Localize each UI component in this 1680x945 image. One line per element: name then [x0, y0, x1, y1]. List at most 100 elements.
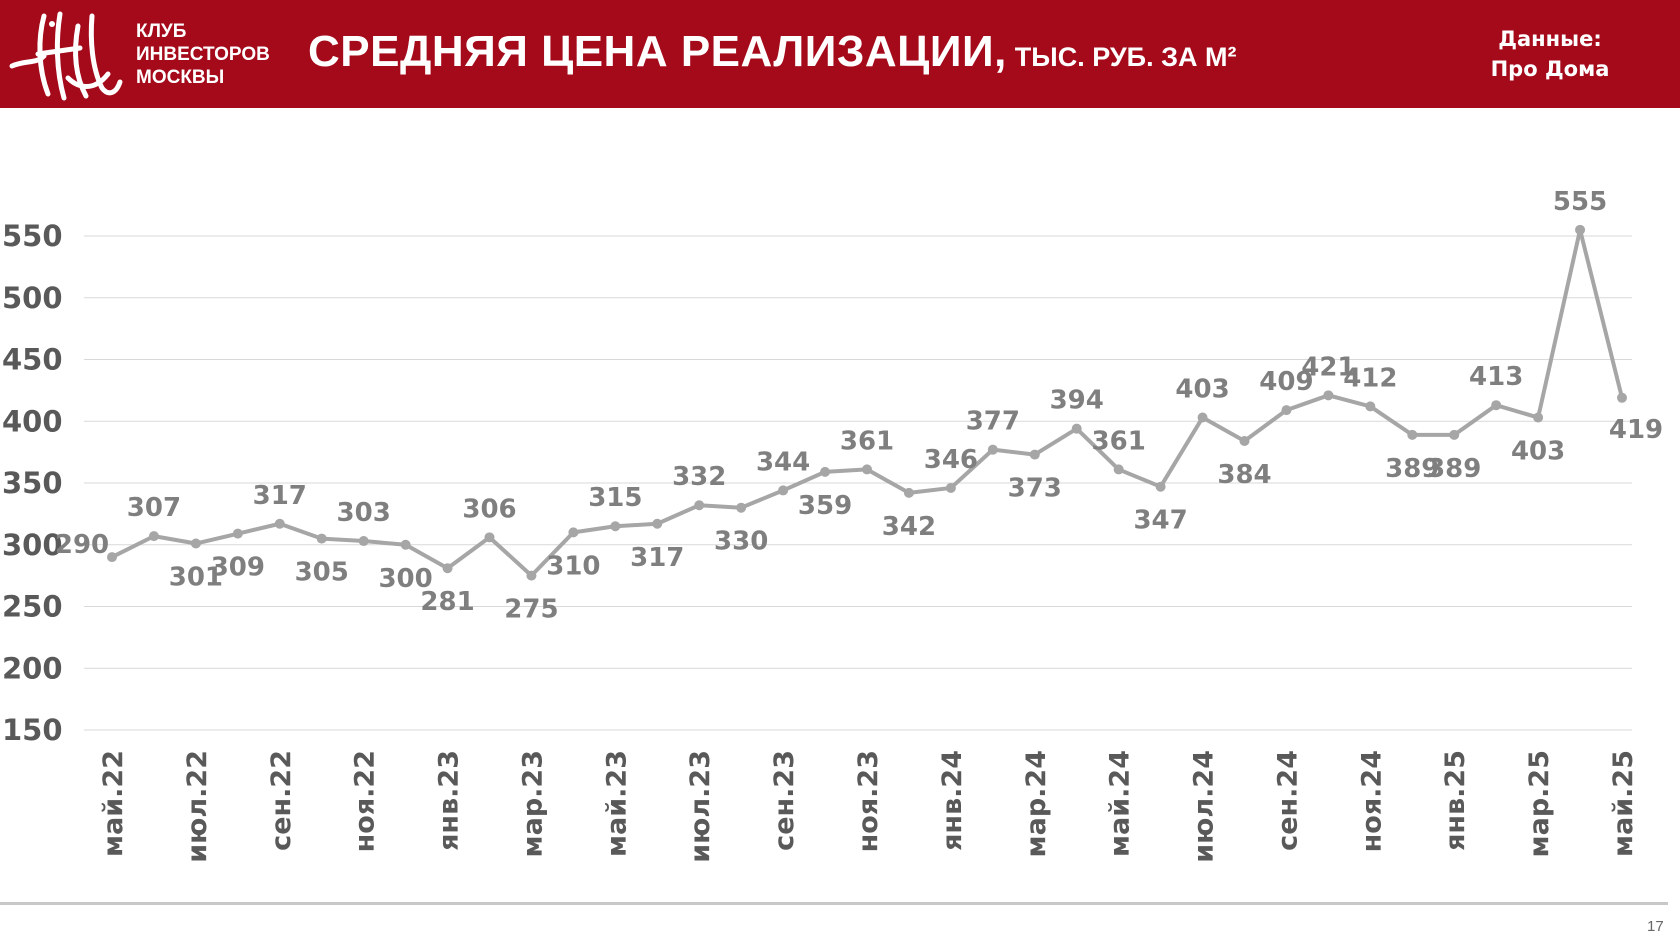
x-tick-label-24: май.24 — [1105, 750, 1136, 857]
data-point-30 — [1365, 401, 1376, 412]
data-point-1 — [148, 531, 159, 542]
source-label: Данные: — [1498, 27, 1602, 51]
y-tick-label-400: 400 — [2, 404, 63, 438]
data-label-2: 301 — [169, 563, 223, 593]
data-point-19 — [903, 487, 914, 498]
x-tick-label-22: мар.24 — [1021, 750, 1052, 857]
x-tick-label-26: июл.24 — [1189, 750, 1220, 863]
y-tick-label-550: 550 — [2, 219, 63, 253]
data-label-24: 361 — [1092, 426, 1146, 456]
x-tick-label-32: янв.25 — [1440, 750, 1471, 851]
data-point-5 — [316, 533, 327, 544]
data-label-31: 389 — [1385, 454, 1439, 484]
data-label-9: 306 — [462, 494, 516, 524]
data-label-21: 377 — [966, 407, 1020, 437]
data-label-14: 332 — [672, 462, 726, 492]
y-tick-label-150: 150 — [2, 713, 63, 747]
y-tick-label-250: 250 — [2, 590, 63, 624]
x-tick-label-2: июл.22 — [182, 750, 213, 863]
data-label-0: 290 — [55, 530, 109, 560]
data-point-12 — [610, 521, 621, 532]
data-label-3: 309 — [211, 553, 265, 583]
data-point-27 — [1239, 436, 1250, 447]
page-number: 17 — [1647, 918, 1664, 935]
club-line-2: ИНВЕСТОРОВ — [136, 44, 270, 65]
y-tick-label-200: 200 — [2, 651, 63, 685]
chart-subtitle: ТЫС. РУБ. ЗА М² — [1014, 42, 1237, 72]
data-point-4 — [274, 518, 285, 529]
x-tick-label-0: май.22 — [98, 750, 129, 857]
data-point-23 — [1071, 423, 1082, 434]
data-label-11: 310 — [546, 551, 600, 581]
y-tick-label-500: 500 — [2, 281, 63, 315]
data-label-30: 412 — [1343, 363, 1397, 393]
data-label-1: 307 — [127, 493, 181, 523]
data-label-22: 373 — [1008, 474, 1062, 504]
data-point-7 — [400, 539, 411, 550]
x-tick-label-12: май.23 — [601, 750, 632, 857]
x-tick-label-6: ноя.22 — [350, 750, 381, 852]
data-label-18: 361 — [840, 426, 894, 456]
data-label-7: 300 — [378, 564, 432, 594]
data-point-36 — [1617, 392, 1627, 403]
data-point-32 — [1449, 429, 1460, 440]
data-label-17: 359 — [798, 491, 852, 521]
data-point-35 — [1575, 224, 1586, 235]
data-point-8 — [442, 563, 453, 574]
data-point-15 — [736, 502, 747, 513]
data-label-4: 317 — [253, 481, 307, 511]
data-point-18 — [862, 464, 872, 475]
price-line-chart: 150 200 250 300 350 400 450 500 550 май.22 июл.22 с… — [2, 187, 1663, 863]
y-tick-label-450: 450 — [2, 343, 63, 377]
header-bar: КЛУБ ИНВЕСТОРОВ МОСКВЫ СРЕДНЯЯ ЦЕНА РЕАЛ… — [0, 0, 1680, 108]
data-label-36: 419 — [1609, 415, 1663, 445]
data-label-29: 421 — [1301, 352, 1355, 382]
x-tick-label-4: сен.22 — [266, 750, 297, 851]
data-point-14 — [694, 500, 705, 511]
data-point-9 — [484, 532, 495, 543]
data-label-8: 281 — [420, 587, 474, 617]
data-label-34: 403 — [1511, 437, 1565, 467]
x-tick-label-34: мар.25 — [1524, 750, 1555, 857]
page-title: СРЕДНЯЯ ЦЕНА РЕАЛИЗАЦИИ, ТЫС. РУБ. ЗА М² — [308, 27, 1236, 77]
data-point-10 — [526, 570, 537, 581]
data-label-10: 275 — [504, 595, 558, 625]
data-label-33: 413 — [1469, 362, 1523, 392]
x-tick-label-30: ноя.24 — [1356, 750, 1387, 852]
data-label-26: 403 — [1175, 375, 1229, 405]
data-label-20: 346 — [924, 445, 978, 475]
club-logo-icon — [9, 11, 123, 101]
chart-title: СРЕДНЯЯ ЦЕНА РЕАЛИЗАЦИИ, — [308, 27, 1007, 76]
data-point-24 — [1113, 464, 1124, 475]
data-point-22 — [1029, 449, 1040, 460]
x-tick-label-10: мар.23 — [517, 750, 548, 857]
data-point-29 — [1323, 390, 1334, 401]
data-label-16: 344 — [756, 447, 810, 477]
data-label-13: 317 — [630, 543, 684, 573]
data-label-15: 330 — [714, 527, 768, 557]
data-point-2 — [190, 538, 201, 549]
data-label-32: 389 — [1427, 454, 1481, 484]
source-name: Про Дома — [1490, 57, 1610, 81]
data-label-6: 303 — [337, 498, 391, 528]
x-tick-label-36: май.25 — [1608, 750, 1639, 857]
x-tick-label-14: июл.23 — [685, 750, 716, 863]
data-label-19: 342 — [882, 512, 936, 542]
x-tick-label-16: сен.23 — [769, 750, 800, 851]
data-point-16 — [778, 485, 789, 496]
data-point-6 — [358, 536, 369, 547]
x-tick-label-8: янв.23 — [434, 750, 465, 851]
data-point-33 — [1491, 400, 1502, 411]
data-label-35: 555 — [1553, 187, 1607, 217]
data-point-34 — [1533, 412, 1544, 423]
club-line-1: КЛУБ — [136, 21, 187, 42]
data-point-21 — [987, 444, 998, 455]
club-name: КЛУБ ИНВЕСТОРОВ МОСКВЫ — [136, 20, 270, 89]
y-tick-label-300: 300 — [2, 528, 63, 562]
data-point-26 — [1197, 412, 1208, 423]
data-point-17 — [820, 466, 831, 477]
data-point-0 — [107, 552, 117, 563]
data-label-23: 394 — [1050, 386, 1104, 416]
data-label-12: 315 — [588, 483, 642, 513]
data-source: Данные: Про Дома — [1460, 24, 1640, 84]
